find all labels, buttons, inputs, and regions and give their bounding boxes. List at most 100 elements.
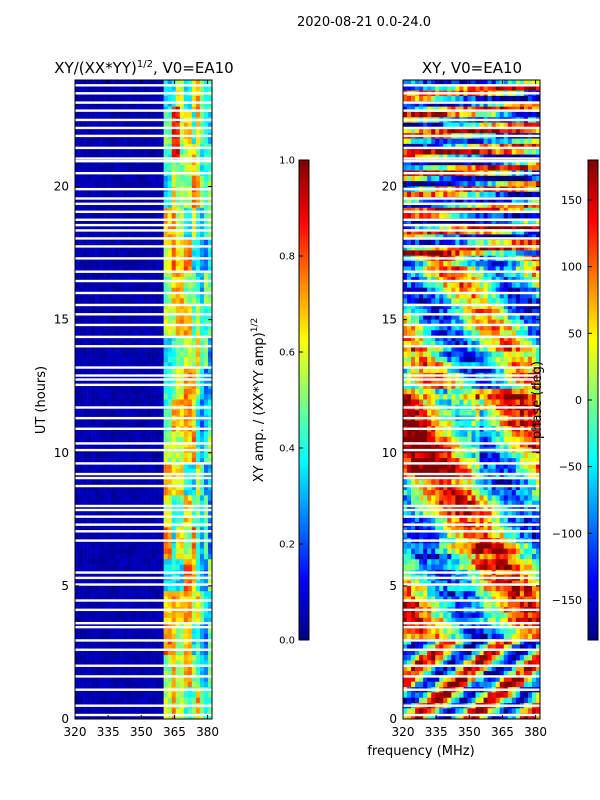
amp-heatmap-cell: [159, 617, 164, 624]
amp-heatmap-cell: [195, 80, 201, 86]
amp-heatmap-cell: [135, 202, 140, 209]
amp-heatmap-cell: [199, 218, 205, 225]
amp-heatmap-cell: [191, 239, 197, 246]
amp-heatmap-cell: [203, 266, 209, 273]
amp-heatmap-cell: [75, 628, 80, 635]
amp-heatmap-cell: [143, 362, 148, 368]
phase-heatmap-cell: [483, 85, 488, 91]
amp-heatmap-cell: [203, 479, 209, 486]
amp-heatmap-cell: [135, 218, 140, 225]
amp-heatmap-cell: [111, 303, 116, 310]
amp-heatmap-cell: [159, 511, 164, 517]
amp-heatmap-cell: [151, 591, 156, 597]
amp-heatmap-cell: [147, 681, 152, 688]
amp-heatmap-cell: [91, 649, 96, 656]
amp-heatmap-cell: [167, 633, 173, 640]
amp-heatmap-cell: [123, 250, 128, 257]
amp-heatmap-cell: [171, 612, 177, 619]
amp-heatmap-cell: [75, 644, 80, 651]
amp-heatmap-cell: [83, 175, 88, 182]
amp-heatmap-cell: [175, 287, 181, 294]
phase-heatmap-cell: [451, 149, 456, 155]
amp-heatmap-cell: [119, 367, 124, 374]
amp-heatmap-cell: [139, 223, 144, 230]
amp-heatmap-cell: [195, 191, 201, 198]
amp-heatmap-cell: [135, 591, 140, 597]
amp-heatmap-cell: [151, 458, 156, 464]
amp-heatmap-cell: [115, 191, 120, 198]
amp-heatmap-cell: [91, 101, 96, 107]
amp-heatmap-cell: [139, 239, 144, 246]
amp-heatmap-cell: [79, 585, 84, 592]
amp-heatmap-cell: [115, 149, 120, 155]
phase-heatmap-cell: [475, 95, 480, 102]
amp-heatmap-cell: [155, 351, 160, 358]
amp-heatmap-cell: [195, 612, 201, 619]
amp-heatmap-cell: [127, 149, 132, 155]
amp-heatmap-cell: [171, 383, 177, 390]
amp-heatmap-cell: [79, 282, 84, 288]
amp-heatmap-cell: [147, 458, 152, 464]
amp-heatmap-cell: [167, 330, 173, 336]
amp-heatmap-cell: [119, 665, 124, 672]
amp-heatmap-cell: [99, 378, 104, 384]
amp-heatmap-cell: [187, 681, 193, 688]
phase-heatmap-cell: [463, 165, 468, 171]
amp-heatmap-cell: [131, 101, 136, 107]
amp-heatmap-cell: [103, 431, 108, 438]
amp-heatmap-cell: [179, 85, 185, 91]
amp-heatmap-cell: [115, 367, 120, 374]
amp-heatmap-cell: [195, 649, 201, 656]
amp-heatmap-cell: [91, 553, 96, 560]
amp-heatmap-cell: [91, 261, 96, 267]
amp-heatmap-cell: [83, 394, 88, 400]
phase-heatmap-cell: [483, 165, 488, 171]
amp-heatmap-cell: [115, 633, 120, 640]
amp-heatmap-cell: [175, 495, 181, 501]
amp-heatmap-cell: [103, 159, 108, 166]
phase-heatmap-cell: [495, 159, 501, 166]
phase-heatmap-cell: [483, 80, 488, 86]
amp-heatmap-cell: [143, 383, 148, 390]
amp-heatmap-cell: [127, 399, 132, 406]
amp-heatmap-cell: [147, 617, 152, 624]
amp-heatmap-cell: [187, 122, 193, 129]
amp-heatmap-cell: [115, 399, 120, 406]
amp-heatmap-cell: [175, 197, 181, 203]
amp-heatmap-cell: [91, 293, 96, 299]
amp-heatmap-cell: [191, 420, 197, 427]
amp-heatmap-cell: [87, 181, 92, 187]
amp-heatmap-cell: [171, 138, 177, 145]
amp-heatmap-cell: [115, 543, 120, 549]
amp-heatmap-cell: [75, 697, 80, 704]
phase-heatmap-cell: [463, 85, 468, 91]
amp-heatmap-cell: [163, 250, 168, 257]
amp-heatmap-cell: [91, 394, 96, 400]
amp-heatmap-cell: [91, 436, 96, 443]
amp-heatmap-cell: [131, 410, 136, 416]
amp-heatmap-cell: [135, 543, 140, 549]
amp-heatmap-cell: [135, 314, 140, 320]
amp-heatmap-cell: [167, 362, 173, 368]
amp-heatmap-cell: [107, 367, 112, 374]
amp-heatmap-cell: [139, 356, 144, 363]
amp-heatmap-cell: [151, 442, 156, 448]
amp-heatmap-cell: [163, 271, 168, 278]
amp-heatmap-cell: [155, 250, 160, 257]
amp-heatmap-cell: [87, 532, 92, 539]
phase-heatmap-cell: [431, 165, 436, 171]
amp-heatmap-cell: [131, 245, 136, 251]
amp-heatmap-cell: [83, 271, 88, 278]
amp-heatmap-cell: [99, 617, 104, 624]
amp-heatmap-cell: [83, 420, 88, 427]
amp-heatmap-cell: [87, 468, 92, 475]
amp-heatmap-cell: [191, 250, 197, 257]
amp-heatmap-cell: [135, 346, 140, 352]
amp-heatmap-cell: [111, 463, 116, 470]
amp-heatmap-cell: [79, 431, 84, 438]
amp-heatmap-cell: [87, 202, 92, 209]
amp-heatmap-cell: [103, 617, 108, 624]
amp-heatmap-cell: [79, 553, 84, 560]
amp-heatmap-cell: [163, 308, 168, 315]
amp-heatmap-cell: [155, 617, 160, 624]
